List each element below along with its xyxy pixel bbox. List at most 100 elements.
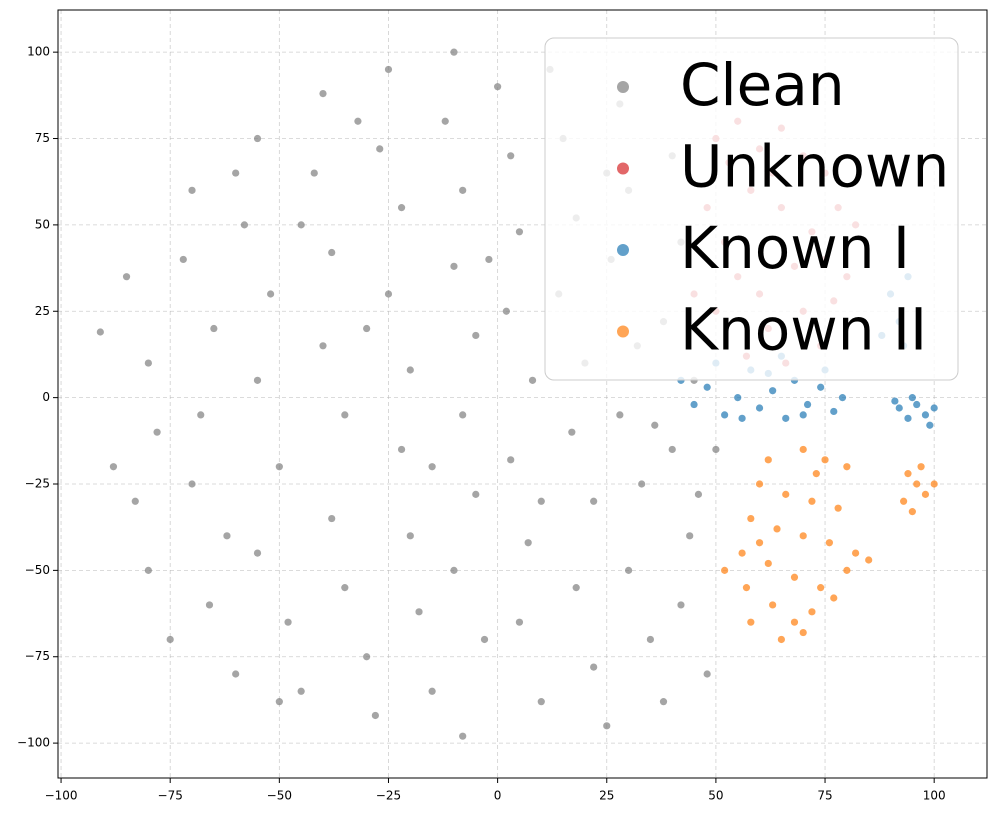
point <box>913 400 921 409</box>
point <box>721 411 729 419</box>
point <box>755 480 764 488</box>
point <box>341 411 349 419</box>
point <box>895 404 903 412</box>
point <box>790 573 799 581</box>
point <box>205 601 214 609</box>
point <box>738 414 746 422</box>
legend-label: Known I <box>680 214 910 282</box>
point <box>904 414 912 422</box>
point <box>507 152 515 160</box>
point <box>908 508 916 516</box>
point <box>764 559 772 568</box>
legend-label: Clean <box>680 51 845 119</box>
point <box>131 497 139 505</box>
point <box>363 324 371 333</box>
point <box>926 421 934 429</box>
point <box>930 404 938 412</box>
point <box>590 497 598 505</box>
point <box>773 525 781 533</box>
point <box>747 618 755 626</box>
point <box>825 539 834 547</box>
point <box>651 421 659 429</box>
point <box>485 255 493 264</box>
point <box>472 331 480 340</box>
point <box>240 221 249 229</box>
point <box>537 698 545 706</box>
y-tick-label: −75 <box>25 649 50 663</box>
point <box>799 411 807 419</box>
point <box>144 566 152 574</box>
point <box>790 618 799 626</box>
point <box>232 670 240 678</box>
point <box>690 400 698 409</box>
point <box>166 635 174 644</box>
point <box>568 428 576 436</box>
point <box>734 394 742 402</box>
point <box>913 480 921 488</box>
point <box>153 428 161 436</box>
point <box>747 514 755 523</box>
point <box>528 376 537 384</box>
point <box>406 366 414 374</box>
point <box>494 83 502 91</box>
legend-marker <box>617 162 629 175</box>
y-tick-label: 75 <box>35 131 50 145</box>
point <box>812 470 820 478</box>
x-tick-label: 75 <box>817 789 832 803</box>
point <box>450 566 458 574</box>
point <box>865 556 873 564</box>
point <box>738 549 746 557</box>
point <box>109 463 118 471</box>
point <box>782 414 790 422</box>
point <box>371 711 379 720</box>
y-tick-label: −100 <box>17 736 50 750</box>
x-tick-label: 50 <box>708 789 723 803</box>
point <box>777 635 785 644</box>
point <box>515 228 524 236</box>
legend-box <box>544 37 959 381</box>
point <box>267 290 275 298</box>
point <box>712 445 720 454</box>
point <box>921 490 930 498</box>
point <box>450 48 458 56</box>
point <box>638 480 646 488</box>
point <box>284 618 292 626</box>
y-tick-label: 50 <box>35 217 50 231</box>
point <box>179 255 187 264</box>
series <box>721 445 938 644</box>
point <box>319 90 327 98</box>
point <box>799 628 807 637</box>
point <box>917 463 925 471</box>
point <box>328 514 336 523</box>
point <box>210 324 218 333</box>
point <box>799 532 807 540</box>
point <box>275 698 283 706</box>
point <box>782 490 790 498</box>
point <box>480 635 489 644</box>
legend-marker <box>617 325 629 338</box>
point <box>742 584 751 592</box>
point <box>275 463 283 471</box>
point <box>721 566 729 574</box>
point <box>834 504 842 512</box>
point <box>428 687 436 695</box>
point <box>197 411 205 419</box>
point <box>603 722 611 730</box>
point <box>830 594 838 602</box>
point <box>144 359 152 367</box>
point <box>459 732 467 740</box>
y-tick-label: −50 <box>25 563 50 577</box>
x-tick-label: 0 <box>494 789 502 803</box>
point <box>808 497 816 505</box>
point <box>817 584 825 592</box>
point <box>502 307 510 315</box>
point <box>328 248 336 257</box>
point <box>843 463 851 471</box>
plot-frame <box>57 9 988 779</box>
point <box>297 221 305 229</box>
point <box>921 411 930 419</box>
point <box>900 497 908 505</box>
point <box>817 383 825 391</box>
point <box>764 456 772 464</box>
point <box>572 584 580 592</box>
